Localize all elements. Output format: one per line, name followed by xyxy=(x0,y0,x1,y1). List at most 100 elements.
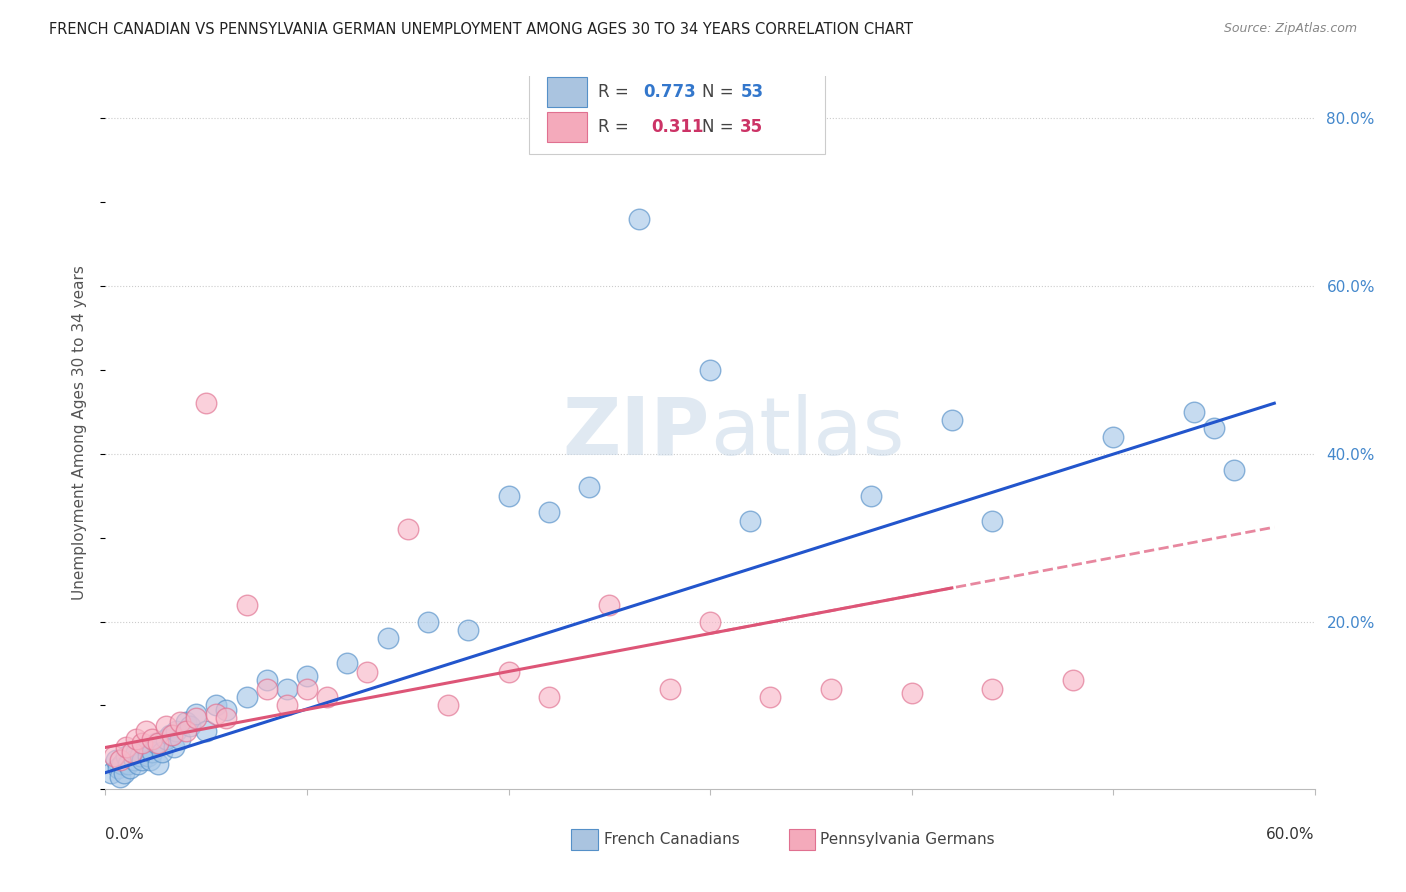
Point xyxy=(108,753,131,767)
Point xyxy=(820,681,842,696)
Text: FRENCH CANADIAN VS PENNSYLVANIA GERMAN UNEMPLOYMENT AMONG AGES 30 TO 34 YEARS CO: FRENCH CANADIAN VS PENNSYLVANIA GERMAN U… xyxy=(49,22,914,37)
Point xyxy=(941,413,963,427)
Point xyxy=(537,505,560,519)
Point xyxy=(179,719,201,733)
Point xyxy=(117,757,139,772)
Point xyxy=(900,686,922,700)
Point xyxy=(114,748,136,763)
Point xyxy=(169,715,191,730)
Point xyxy=(336,657,359,671)
Point xyxy=(215,711,238,725)
Point xyxy=(174,715,197,730)
Point xyxy=(104,753,127,767)
Point xyxy=(127,757,149,772)
Text: ZIP: ZIP xyxy=(562,393,710,472)
Point xyxy=(186,711,208,725)
Point xyxy=(122,753,145,767)
Point xyxy=(377,632,399,646)
Point xyxy=(396,522,419,536)
Point xyxy=(110,757,132,772)
Point xyxy=(699,615,721,629)
Point xyxy=(139,753,162,767)
Point xyxy=(235,598,257,612)
Point xyxy=(145,736,167,750)
Text: R =: R = xyxy=(598,119,638,136)
Text: 0.773: 0.773 xyxy=(644,83,696,101)
Point xyxy=(578,480,600,494)
Point xyxy=(103,748,125,763)
Point xyxy=(100,765,122,780)
Point xyxy=(598,598,620,612)
Text: N =: N = xyxy=(702,83,738,101)
Point xyxy=(112,765,135,780)
Point xyxy=(114,740,136,755)
Point xyxy=(1062,673,1084,688)
Text: atlas: atlas xyxy=(710,393,904,472)
Point xyxy=(169,732,191,747)
Text: 35: 35 xyxy=(741,119,763,136)
Point xyxy=(136,748,159,763)
Point xyxy=(128,748,150,763)
Text: N =: N = xyxy=(702,119,738,136)
Point xyxy=(295,669,318,683)
Point xyxy=(155,732,177,747)
Point xyxy=(108,770,131,784)
Text: 0.311: 0.311 xyxy=(651,119,703,136)
Text: R =: R = xyxy=(598,83,634,101)
Point xyxy=(256,681,278,696)
FancyBboxPatch shape xyxy=(789,829,815,850)
Point xyxy=(118,761,141,775)
Point xyxy=(295,681,318,696)
FancyBboxPatch shape xyxy=(529,65,825,154)
Point xyxy=(131,736,153,750)
Point xyxy=(276,698,298,713)
Point xyxy=(498,489,520,503)
Text: Source: ZipAtlas.com: Source: ZipAtlas.com xyxy=(1223,22,1357,36)
Point xyxy=(498,665,520,679)
Point xyxy=(276,681,298,696)
Point xyxy=(141,745,163,759)
Text: 0.0%: 0.0% xyxy=(105,827,145,842)
Point xyxy=(107,761,129,775)
Point xyxy=(1102,430,1125,444)
Point xyxy=(457,623,479,637)
Point xyxy=(205,698,228,713)
Point xyxy=(165,723,187,738)
Point xyxy=(215,703,238,717)
Point xyxy=(135,723,157,738)
Point xyxy=(356,665,378,679)
Point xyxy=(759,690,782,704)
Point xyxy=(195,396,218,410)
Point xyxy=(135,740,157,755)
Point xyxy=(163,740,186,755)
Point xyxy=(537,690,560,704)
Point xyxy=(155,719,177,733)
Point xyxy=(141,732,163,747)
Point xyxy=(186,706,208,721)
Point xyxy=(256,673,278,688)
Point xyxy=(981,681,1004,696)
FancyBboxPatch shape xyxy=(547,112,586,142)
FancyBboxPatch shape xyxy=(547,77,586,106)
Point xyxy=(860,489,883,503)
Text: 53: 53 xyxy=(741,83,763,101)
Y-axis label: Unemployment Among Ages 30 to 34 years: Unemployment Among Ages 30 to 34 years xyxy=(72,265,87,600)
Point xyxy=(981,514,1004,528)
Point xyxy=(235,690,257,704)
Text: French Canadians: French Canadians xyxy=(603,832,740,847)
Point xyxy=(437,698,460,713)
Point xyxy=(316,690,339,704)
Point xyxy=(195,723,218,738)
Point xyxy=(1223,463,1246,477)
Point xyxy=(1182,404,1205,418)
Point xyxy=(131,753,153,767)
Point xyxy=(150,745,173,759)
Point xyxy=(160,728,183,742)
Point xyxy=(146,736,169,750)
Point xyxy=(124,732,148,747)
Point xyxy=(124,745,148,759)
Point xyxy=(159,728,181,742)
Point xyxy=(174,723,197,738)
Point xyxy=(628,211,651,226)
Point xyxy=(416,615,439,629)
